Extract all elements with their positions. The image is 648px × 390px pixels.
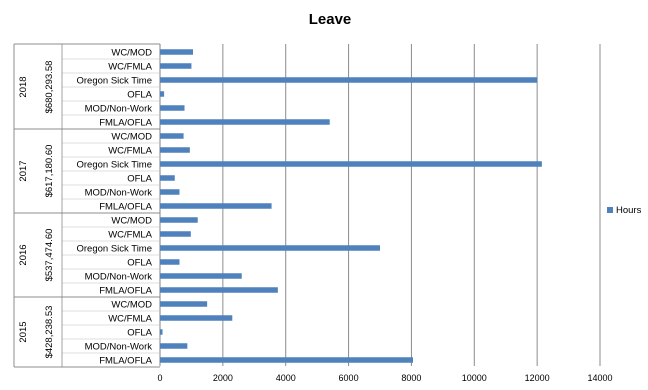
category-label: OFLA [127,174,152,185]
category-label: FMLA/OFLA [99,286,152,297]
bar [160,231,191,237]
category-label: MOD/Non-Work [85,104,153,115]
bar [160,77,537,83]
bar [160,49,193,55]
category-label: MOD/Non-Work [85,188,153,199]
chart-title: Leave [309,11,352,28]
bar [160,245,380,251]
category-label: WC/MOD [111,216,152,227]
bar [160,63,191,69]
category-label: MOD/Non-Work [85,342,153,353]
bars [160,49,542,363]
x-tick-label: 8000 [401,373,421,383]
bar [160,287,278,293]
category-label: Oregon Sick Time [77,244,153,255]
category-label: Oregon Sick Time [77,160,153,171]
amount-label: $680,293.58 [44,61,55,114]
bar [160,189,179,195]
bar [160,133,184,139]
amount-label: $617,180.60 [44,145,55,198]
x-tick-label: 14000 [587,373,612,383]
legend-swatch [607,207,613,213]
bar [160,357,413,363]
category-label: OFLA [127,90,152,101]
legend-label: Hours [616,205,642,216]
x-tick-label: 2000 [213,373,233,383]
bar [160,259,179,265]
bar [160,91,164,97]
category-label: WC/FMLA [108,146,152,157]
category-label: WC/FMLA [108,230,152,241]
category-label: FMLA/OFLA [99,118,152,129]
category-label: WC/MOD [111,300,152,311]
bar [160,203,272,209]
bar [160,329,163,335]
bar [160,147,190,153]
year-label: 2018 [18,76,29,97]
amount-label: $428,238.53 [44,306,55,359]
category-label: MOD/Non-Work [85,272,153,283]
axes: 0 2000 4000 6000 8000 10000 12000 14000 WC/MOD WC… [14,44,613,383]
year-label: 2017 [18,160,29,181]
year-label: 2016 [18,244,29,265]
bar [160,161,542,167]
category-label: FMLA/OFLA [99,202,152,213]
bar [160,175,175,181]
bar [160,105,185,111]
category-label: OFLA [127,258,152,269]
x-tick-label: 0 [157,373,162,383]
amount-label: $537,474.60 [44,229,55,282]
category-label: WC/MOD [111,48,152,59]
legend: Hours [607,205,642,216]
bar [160,273,242,279]
category-label: Oregon Sick Time [77,76,153,87]
category-label: OFLA [127,328,152,339]
x-tick-label: 6000 [339,373,359,383]
x-tick-label: 12000 [525,373,550,383]
bar [160,217,198,223]
x-tick-label: 10000 [462,373,487,383]
category-label: FMLA/OFLA [99,356,152,367]
bar [160,315,232,321]
category-label: WC/FMLA [108,314,152,325]
category-label: WC/FMLA [108,62,152,73]
category-label: WC/MOD [111,132,152,143]
bar [160,301,207,307]
bar [160,343,187,349]
bar [160,119,330,125]
x-tick-label: 4000 [276,373,296,383]
year-label: 2015 [18,321,29,342]
